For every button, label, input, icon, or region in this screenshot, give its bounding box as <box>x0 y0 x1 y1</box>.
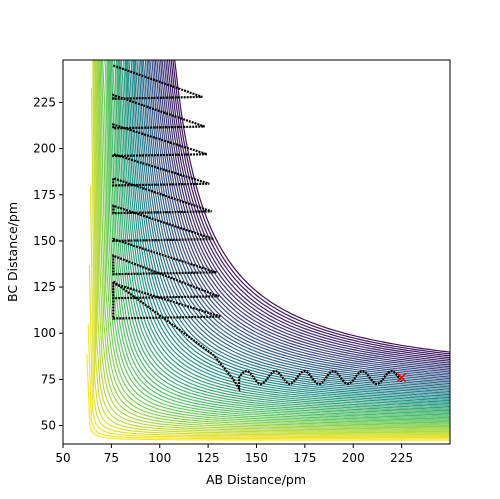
contour-line <box>158 60 450 369</box>
y-axis-ticks: 50 75 100 125 150 175 200 225 <box>33 95 63 433</box>
x-axis-label: AB Distance/pm <box>206 472 306 487</box>
x-tick-label: 150 <box>245 451 268 465</box>
contour-line <box>166 60 450 361</box>
y-axis-label: BC Distance/pm <box>5 202 20 302</box>
contour-line <box>174 60 450 353</box>
contour-line <box>109 60 450 417</box>
contour-line <box>130 60 450 397</box>
contour-line <box>153 60 450 375</box>
contour-line <box>116 60 450 412</box>
x-tick-label: 175 <box>293 451 316 465</box>
contour-line <box>151 60 450 376</box>
contour-line <box>168 60 450 359</box>
contour-line <box>108 60 450 419</box>
contour-line <box>102 60 450 424</box>
contour-line <box>100 60 450 425</box>
contour-line <box>99 60 450 426</box>
contour-line <box>159 60 450 368</box>
contour-line <box>110 60 450 416</box>
contour-line <box>146 60 450 381</box>
contour-line <box>107 60 450 420</box>
contour-line <box>104 60 450 423</box>
contour-line <box>113 60 450 413</box>
y-tick-label: 225 <box>33 95 56 109</box>
contour-line <box>86 354 450 441</box>
contour-line <box>147 60 450 380</box>
contour-line <box>141 60 450 386</box>
x-tick-label: 75 <box>104 451 119 465</box>
y-tick-label: 50 <box>41 419 56 433</box>
contour-line <box>126 60 450 400</box>
contour-line <box>128 60 450 399</box>
x-tick-label: 100 <box>148 451 171 465</box>
y-tick-label: 75 <box>41 372 56 386</box>
trajectory-path <box>112 64 403 393</box>
x-axis-ticks: 50 75 100 125 150 175 200 225 <box>55 444 413 465</box>
contour-line <box>140 60 450 388</box>
contour-line <box>149 60 450 378</box>
contour-line <box>163 60 450 364</box>
contour-line <box>133 60 450 394</box>
x-tick-label: 200 <box>342 451 365 465</box>
contour-line <box>95 60 450 431</box>
contour-line <box>170 60 450 357</box>
contour-line <box>111 60 450 415</box>
end-marker-stroke <box>397 373 407 383</box>
contour-line <box>154 60 450 373</box>
contour-line <box>87 324 450 440</box>
contour-lines <box>86 60 450 441</box>
contour-line <box>118 60 450 409</box>
contour-line <box>106 60 450 421</box>
contour-line <box>124 60 450 403</box>
x-tick-label: 125 <box>197 451 220 465</box>
x-tick-label: 50 <box>55 451 70 465</box>
contour-line <box>156 60 450 371</box>
contour-line <box>119 60 450 408</box>
contour-line <box>165 60 450 362</box>
contour-line <box>161 60 450 366</box>
contour-line <box>88 265 450 439</box>
contour-line <box>120 60 450 406</box>
contour-line <box>142 60 450 385</box>
contour-line <box>122 60 450 405</box>
y-tick-label: 175 <box>33 188 56 202</box>
contour-line <box>117 60 450 410</box>
y-tick-label: 125 <box>33 280 56 294</box>
contour-line <box>125 60 450 402</box>
contour-line <box>134 60 450 393</box>
end-marker <box>397 373 407 383</box>
trajectory <box>112 64 403 393</box>
contour-line <box>96 60 450 430</box>
contour-line <box>132 60 450 396</box>
y-tick-label: 200 <box>33 142 56 156</box>
y-tick-label: 100 <box>33 326 56 340</box>
y-tick-label: 150 <box>33 234 56 248</box>
contour-line <box>97 60 450 429</box>
x-tick-label: 225 <box>390 451 413 465</box>
contour-line <box>136 60 450 391</box>
contour-line <box>89 185 450 437</box>
contour-line <box>98 60 450 428</box>
contour-line <box>92 60 450 435</box>
contour-line <box>91 88 450 436</box>
contour-line <box>94 60 450 433</box>
contour-line <box>93 60 450 434</box>
